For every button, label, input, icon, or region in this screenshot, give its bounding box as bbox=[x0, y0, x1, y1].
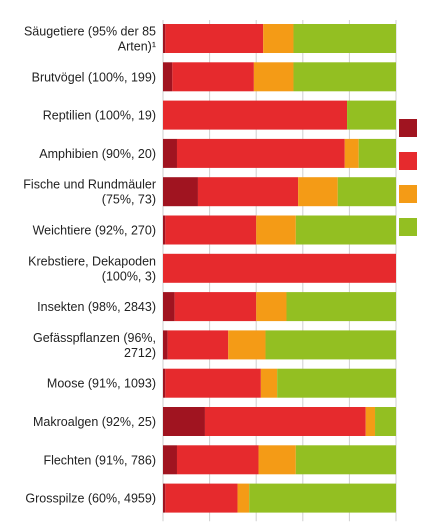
bar-segment bbox=[163, 483, 166, 513]
category-label: Reptilien (100%, 19) bbox=[43, 109, 156, 123]
bar-segment bbox=[263, 24, 294, 53]
bar-segment bbox=[172, 62, 254, 92]
legend bbox=[399, 119, 417, 236]
category-label: Flechten (91%, 786) bbox=[43, 453, 156, 467]
category-label: Gefässpflanzen (96%, bbox=[33, 331, 156, 345]
bar-segment bbox=[298, 177, 338, 207]
bar-segment bbox=[293, 24, 396, 53]
bar-segment bbox=[347, 100, 396, 130]
bar-segment bbox=[249, 483, 396, 513]
bar-segment bbox=[365, 407, 376, 436]
bar-segment bbox=[176, 138, 345, 168]
bar-segment bbox=[265, 330, 396, 360]
category-label: (75%, 73) bbox=[102, 193, 156, 207]
bars bbox=[163, 24, 396, 513]
bar-segment bbox=[165, 215, 257, 245]
category-label: Säugetiere (95% der 85 bbox=[24, 25, 156, 39]
bar-segment bbox=[165, 368, 261, 398]
bar-segment bbox=[163, 330, 168, 360]
category-label: Insekten (98%, 2843) bbox=[37, 300, 156, 314]
bar-segment bbox=[174, 292, 257, 322]
bar-segment bbox=[277, 368, 396, 398]
bar-segment bbox=[163, 177, 198, 207]
category-label: 2712) bbox=[124, 346, 156, 360]
bar-segment bbox=[237, 483, 250, 513]
bar-segment bbox=[258, 445, 296, 475]
category-label: Makroalgen (92%, 25) bbox=[33, 415, 156, 429]
bar-segment bbox=[344, 138, 359, 168]
bar-segment bbox=[253, 62, 294, 92]
bar-segment bbox=[163, 292, 175, 322]
bar-segment bbox=[204, 407, 366, 436]
bar-segment bbox=[286, 292, 396, 322]
bar-segment bbox=[176, 445, 259, 475]
legend-swatch bbox=[399, 218, 417, 236]
bar-segment bbox=[163, 253, 396, 283]
bar-segment bbox=[163, 407, 205, 436]
category-label: Weichtiere (92%, 270) bbox=[33, 224, 156, 238]
bar-segment bbox=[295, 445, 396, 475]
bar-segment bbox=[163, 138, 177, 168]
bar-segment bbox=[256, 215, 296, 245]
bar-segment bbox=[337, 177, 396, 207]
category-label: Krebstiere, Dekapoden bbox=[28, 254, 156, 268]
category-label: (100%, 3) bbox=[102, 269, 156, 283]
bar-segment bbox=[197, 177, 299, 207]
category-label: Grosspilze (60%, 4959) bbox=[25, 492, 156, 506]
bar-segment bbox=[163, 62, 173, 92]
bar-segment bbox=[375, 407, 396, 436]
category-label: Brutvögel (100%, 199) bbox=[32, 70, 156, 84]
category-label: Fische und Rundmäuler bbox=[23, 178, 156, 192]
category-label: Arten)¹ bbox=[118, 40, 156, 54]
category-label: Moose (91%, 1093) bbox=[47, 377, 156, 391]
bar-segment bbox=[163, 24, 166, 53]
bar-segment bbox=[165, 24, 264, 53]
category-label: Amphibien (90%, 20) bbox=[39, 147, 156, 161]
bar-segment bbox=[228, 330, 266, 360]
bar-segment bbox=[293, 62, 396, 92]
bar-segment bbox=[167, 330, 229, 360]
legend-swatch bbox=[399, 152, 417, 170]
bar-segment bbox=[163, 368, 166, 398]
bar-segment bbox=[163, 215, 166, 245]
bar-segment bbox=[358, 138, 396, 168]
bar-segment bbox=[260, 368, 278, 398]
bar-segment bbox=[165, 483, 238, 513]
bar-segment bbox=[163, 445, 177, 475]
legend-swatch bbox=[399, 185, 417, 203]
bar-segment bbox=[295, 215, 396, 245]
bar-segment bbox=[256, 292, 287, 322]
legend-swatch bbox=[399, 119, 417, 137]
bar-segment bbox=[163, 100, 348, 130]
